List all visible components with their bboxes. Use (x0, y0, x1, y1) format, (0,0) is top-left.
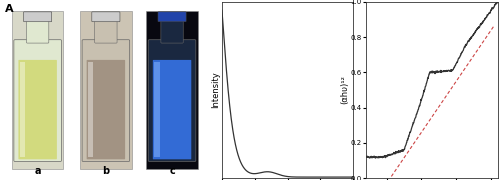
FancyBboxPatch shape (92, 12, 120, 22)
Bar (154, 62, 160, 157)
FancyBboxPatch shape (94, 21, 117, 43)
Y-axis label: (αhυ)¹²: (αhυ)¹² (340, 76, 349, 104)
Bar (12, 11, 64, 169)
FancyBboxPatch shape (153, 60, 192, 159)
FancyBboxPatch shape (86, 60, 125, 159)
FancyBboxPatch shape (158, 12, 186, 22)
Y-axis label: Intensity: Intensity (212, 72, 220, 108)
Bar (88, 62, 94, 157)
FancyBboxPatch shape (148, 40, 196, 161)
Bar (146, 11, 198, 169)
FancyBboxPatch shape (24, 12, 52, 22)
Bar (80, 11, 132, 169)
FancyBboxPatch shape (14, 40, 62, 161)
Bar (20, 62, 25, 157)
FancyBboxPatch shape (161, 21, 183, 43)
FancyBboxPatch shape (26, 21, 49, 43)
Text: A: A (4, 4, 13, 13)
FancyBboxPatch shape (82, 40, 130, 161)
FancyBboxPatch shape (18, 60, 57, 159)
Text: c: c (169, 166, 175, 176)
Text: a: a (34, 166, 41, 176)
Text: b: b (102, 166, 110, 176)
